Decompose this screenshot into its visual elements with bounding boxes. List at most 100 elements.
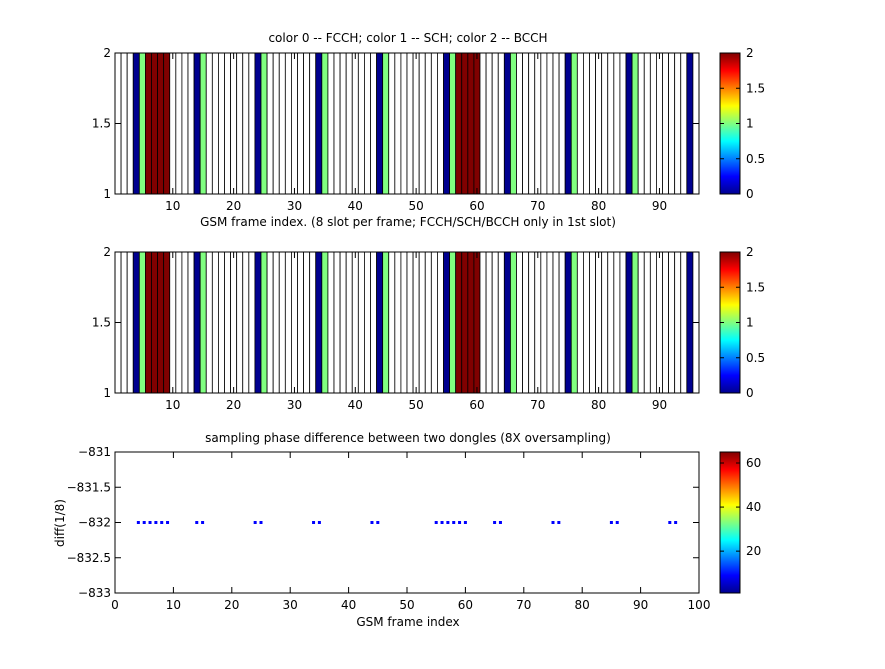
panel-1-colorbar: 0 0.5 1 1.5 2 [719,46,765,201]
panel-2-colorbar-ticks: 0 0.5 1 1.5 2 [720,245,765,400]
frame-cell [218,52,225,195]
data-point [458,521,462,524]
frame-cell [558,52,566,195]
frame-cell [151,251,158,394]
frame-cell [315,251,323,394]
frame-cell [394,52,402,195]
y-tick-label: −832.5 [67,551,111,565]
frame-cell [193,251,201,394]
frame-cell [400,52,408,195]
panel-3-colorbar: 20 40 60 [719,451,761,594]
panel-2: 10 20 30 40 50 60 70 80 90 11.52 00.511.52 [92,245,765,412]
frame-cell [224,52,231,195]
panel-2-y-ticks: 11.52 [92,245,699,400]
frame-cell [120,52,128,195]
frame-cell [327,251,335,394]
frame-cell [339,251,347,394]
frame-cell [181,251,189,394]
frame-cell [205,251,213,394]
x-tick-label: 20 [224,598,239,612]
frame-cell [388,52,396,195]
frame-cell [674,52,682,195]
frame-cell [364,251,371,394]
frame-cell [473,52,481,195]
data-point [142,521,146,524]
colorbar-tick-label: 0.5 [746,152,765,166]
x-tick-label: 40 [348,398,363,412]
frame-cell [564,251,572,394]
data-point [440,521,444,524]
frame-cell [138,251,146,394]
frame-cell [199,251,207,394]
frame-cell [637,52,645,195]
frame-cell [211,251,219,394]
data-point [463,521,467,524]
x-tick-label: 80 [591,199,606,213]
frame-cell [230,52,238,195]
frame-cell [503,251,511,394]
frame-cell [351,52,359,195]
frame-cell [522,52,530,195]
frame-cell [668,52,676,195]
frame-cell [272,52,280,195]
x-tick-label: 60 [458,598,473,612]
x-tick-label: 20 [226,199,241,213]
data-point [434,521,438,524]
frame-cell [656,52,663,195]
frame-cell [516,52,523,195]
panel-3-ylabel: diff(1/8) [53,499,67,547]
frame-cell [321,52,329,195]
frame-cell [497,52,505,195]
frame-cell [175,52,183,195]
panel-1: color 0 -- FCCH; color 1 -- SCH; color 2… [92,31,765,229]
panel-2-colorbar: 0 0.5 1 1.5 2 [719,245,765,400]
frame-cell [589,52,596,195]
data-point [609,521,613,524]
frame-cell [145,251,152,394]
frame-cell [631,251,639,394]
y-tick-label: 1 [103,386,111,400]
frame-cell [382,251,390,394]
data-point [615,521,619,524]
x-tick-label: 50 [408,199,423,213]
frame-cell [126,251,134,394]
frame-cell [424,52,432,195]
frame-cell [230,251,238,394]
frame-cell [418,251,426,394]
frame-cell [558,251,566,394]
frame-cell [491,52,499,195]
frame-cell [455,251,463,394]
colorbar-tick-label: 1.5 [746,81,765,95]
frame-cell [163,251,171,394]
frame-cell [455,52,463,195]
data-point [136,521,140,524]
y-tick-label: 1 [103,187,111,201]
frame-cell [540,251,548,394]
frame-cell [686,52,694,195]
panel-1-x-ticks: 10 20 30 40 50 60 70 80 90 [165,53,667,213]
data-point [259,521,263,524]
frame-cell [443,52,450,195]
panel-3-xlabel: GSM frame index [356,615,459,629]
x-tick-label: 40 [341,598,356,612]
frame-cell [260,52,268,195]
frame-cell [449,251,457,394]
data-point [201,521,205,524]
panel-1-xlabel: GSM frame index. (8 slot per frame; FCCH… [200,215,616,229]
data-point [148,521,152,524]
frame-cell [187,251,195,394]
colorbar-tick-label: 40 [746,500,761,514]
frame-cell [132,251,140,394]
x-tick-label: 100 [688,598,711,612]
x-tick-label: 60 [469,398,484,412]
frame-cell [479,52,487,195]
data-point [312,521,316,524]
y-tick-label: 1.5 [92,316,111,330]
panel-1-y-ticks: 11.52 [92,46,699,201]
frame-cell [503,52,511,195]
data-point [452,521,456,524]
frame-cell [649,52,657,195]
frame-cell [357,52,365,195]
x-tick-label: 30 [287,199,302,213]
frame-cell [589,251,596,394]
